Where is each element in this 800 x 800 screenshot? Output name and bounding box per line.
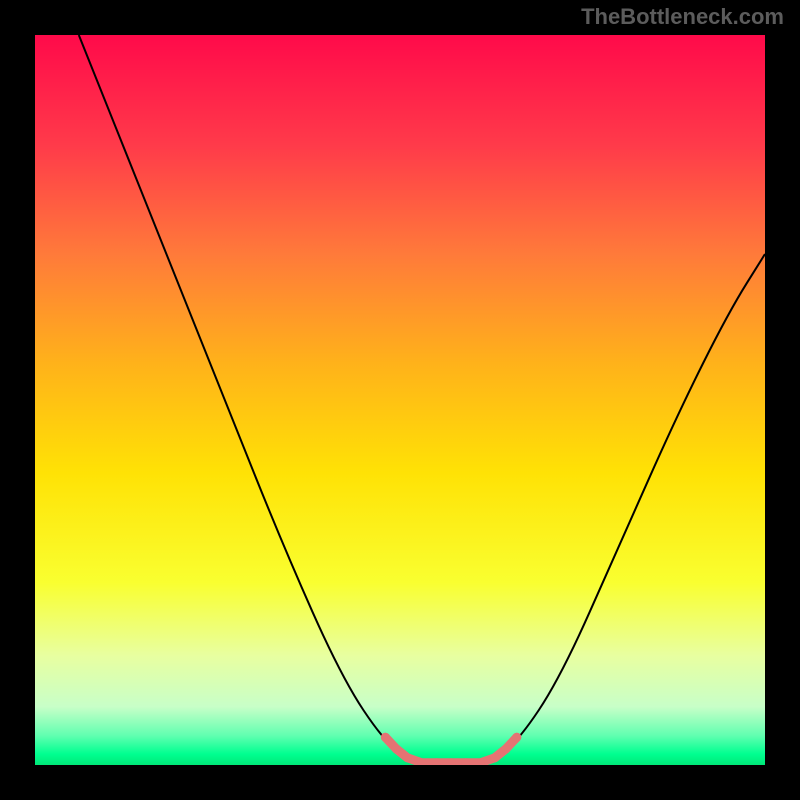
- watermark-text: TheBottleneck.com: [581, 4, 784, 30]
- optimal-range-dot: [512, 733, 521, 742]
- optimal-range-dot: [392, 744, 401, 753]
- optimal-range-dot: [490, 753, 499, 762]
- chart-svg: [35, 35, 765, 765]
- plot-area: [35, 35, 765, 765]
- optimal-range-dot: [381, 733, 390, 742]
- chart-frame: TheBottleneck.com: [0, 0, 800, 800]
- gradient-background: [35, 35, 765, 765]
- optimal-range-dot: [403, 753, 412, 762]
- optimal-range-dot: [501, 744, 510, 753]
